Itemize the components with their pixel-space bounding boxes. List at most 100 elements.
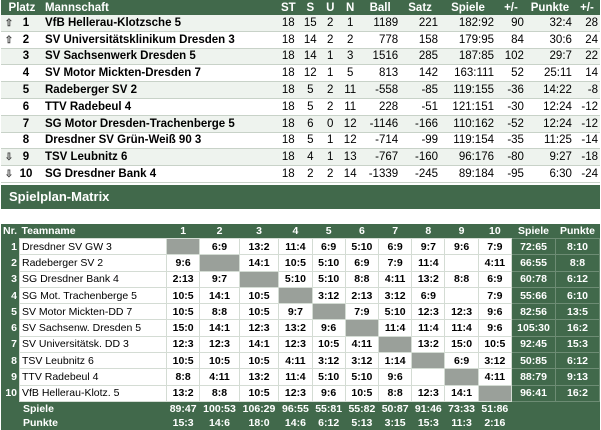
matrix-col-10: 10: [478, 224, 512, 239]
matrix-punkte-total: 8:10: [555, 237, 600, 256]
standings-st-cell: 18: [276, 48, 301, 66]
matrix-footer-value: 73:33: [444, 401, 479, 416]
team-name-link[interactable]: SV Universitätsklinikum Dresden 3: [42, 31, 277, 49]
relegation-arrow-icon: ⇩: [4, 152, 14, 164]
matrix-result-cell: 5:10: [344, 237, 380, 256]
matrix-result-cell: 4:11: [477, 368, 513, 386]
matrix-result-cell: 4:11: [278, 352, 313, 370]
matrix-footer-value: 55:82: [345, 401, 379, 416]
standings-n-cell: 13: [340, 148, 361, 167]
platz-cell: ⇧ 1: [1, 15, 43, 32]
col-pdiff[interactable]: +/-: [573, 0, 600, 15]
matrix-col-spiele: Spiele: [511, 224, 556, 239]
matrix-result-cell: 9:7: [199, 270, 240, 288]
matrix-result-cell: 8:8: [377, 384, 413, 402]
standings-punkte-cell: 11:25: [525, 132, 574, 150]
col-mannschaft[interactable]: Mannschaft: [42, 0, 277, 15]
matrix-row: 8 TSV Leubnitz 6 10:5 10:5 10:5 4:11 3:12 3:12 1…: [1, 352, 600, 370]
matrix-result-cell: 6:9: [444, 352, 479, 370]
matrix-self-cell: [444, 368, 479, 386]
matrix-section-header: Spielplan-Matrix: [1, 185, 600, 209]
standings-n-cell: 2: [340, 31, 361, 49]
matrix-footer-empty: [555, 401, 600, 416]
team-name-link[interactable]: VfB Hellerau-Klotzsche 5: [42, 15, 277, 32]
standings-diff-cell: 102: [496, 48, 526, 66]
col-spiele[interactable]: Spiele: [440, 0, 496, 15]
matrix-self-cell: [477, 384, 513, 402]
matrix-col-1: 1: [166, 224, 200, 239]
team-name-link[interactable]: SG Dresdner Bank 4: [42, 165, 277, 183]
matrix-col-2: 2: [199, 224, 240, 239]
matrix-col-7: 7: [378, 224, 412, 239]
platz-number: 9: [22, 151, 30, 164]
matrix-result-cell: 12:3: [278, 384, 313, 402]
standings-spiele-cell: 89:184: [440, 165, 496, 183]
platz-cell: 4: [1, 64, 43, 83]
matrix-row: 5 SV Motor Mickten-DD 7 10:5 8:8 10:5 9:7 7:9 5…: [1, 303, 600, 321]
standings-s-cell: 4: [300, 148, 321, 167]
col-u[interactable]: U: [320, 0, 341, 15]
promotion-arrow-icon: ⇧: [4, 17, 14, 29]
standings-diff-cell: -52: [496, 115, 526, 133]
matrix-result-cell: 10:5: [238, 286, 280, 305]
platz-number: 3: [22, 50, 30, 63]
matrix-result-cell: 15:0: [165, 319, 201, 337]
matrix-punkte-total: 13:5: [555, 303, 600, 321]
matrix-result-cell: 11:4: [444, 319, 479, 337]
col-punkte[interactable]: Punkte: [525, 0, 574, 15]
matrix-footer-value: 91:46: [411, 401, 445, 416]
team-name-link[interactable]: Dresdner SV Grün-Weiß 90 3: [42, 132, 277, 150]
matrix-footer-label: Spiele: [1, 401, 167, 416]
col-s[interactable]: S: [300, 0, 321, 15]
matrix-result-cell: 8:8: [444, 270, 479, 288]
standings-n-cell: 12: [340, 132, 361, 150]
platz-number: 4: [22, 67, 30, 80]
matrix-team-name: TSV Leubnitz 6: [19, 352, 167, 370]
matrix-result-cell: 10:5: [165, 303, 201, 321]
standings-satz-cell: 221: [400, 15, 441, 32]
matrix-result-cell: 13:2: [238, 237, 280, 256]
matrix-result-cell: 10:5: [165, 352, 201, 370]
team-name-link[interactable]: SV Sachsenwerk Dresden 5: [42, 48, 277, 66]
team-name-link[interactable]: TSV Leubnitz 6: [42, 148, 277, 167]
standings-punkte-cell: 29:7: [525, 48, 574, 66]
matrix-result-cell: 10:5: [199, 352, 240, 370]
team-name-link[interactable]: Radeberger SV 2: [42, 81, 277, 99]
standings-s-cell: 2: [300, 165, 321, 183]
standings-row: 5 Radeberger SV 2 18 5 2 11 -558 -85 119:155 -36 1…: [1, 81, 600, 99]
team-name-link[interactable]: SG Motor Dresden-Trachenberge 5: [42, 115, 277, 133]
standings-row: 3 SV Sachsenwerk Dresden 5 18 14 1 3 1516 285 18…: [1, 48, 600, 66]
matrix-result-cell: 9:6: [311, 384, 346, 402]
matrix-team-name: SV Universitätsk. DD 3: [19, 335, 167, 354]
matrix-row-number: 7: [1, 336, 20, 353]
matrix-result-cell: 13:2: [165, 384, 201, 402]
matrix-punkte-total: 6:12: [555, 352, 600, 370]
col-platz[interactable]: Platz: [1, 0, 43, 15]
matrix-row-number: 8: [1, 352, 20, 369]
matrix-result-cell: [411, 368, 446, 386]
standings-satz-cell: -51: [400, 98, 441, 116]
matrix-result-cell: 4:11: [477, 254, 513, 272]
platz-cell: 5: [1, 81, 43, 99]
matrix-result-cell: 11:4: [278, 237, 313, 256]
standings-s-cell: 5: [300, 98, 321, 116]
col-n[interactable]: N: [340, 0, 361, 15]
standings-n-cell: 12: [340, 115, 361, 133]
matrix-result-cell: 5:10: [344, 368, 380, 386]
matrix-result-cell: 7:9: [377, 254, 413, 272]
team-name-link[interactable]: TTV Radebeul 4: [42, 98, 277, 116]
col-diff[interactable]: +/-: [496, 0, 526, 15]
standings-ball-cell: 1516: [360, 48, 401, 66]
col-satz[interactable]: Satz: [400, 0, 441, 15]
standings-punkte-cell: 32:4: [525, 15, 574, 32]
team-name-link[interactable]: SV Motor Mickten-Dresden 7: [42, 64, 277, 83]
col-st[interactable]: ST: [276, 0, 301, 15]
col-ball[interactable]: Ball: [360, 0, 401, 15]
platz-number: 8: [22, 134, 30, 147]
platz-cell: 3: [1, 48, 43, 66]
matrix-result-cell: 15:0: [444, 335, 479, 354]
standings-satz-cell: -85: [400, 81, 441, 99]
matrix-result-cell: 7:9: [344, 303, 380, 321]
standings-satz-cell: -160: [400, 148, 441, 167]
matrix-team-name: Dresdner SV GW 3: [19, 237, 167, 256]
